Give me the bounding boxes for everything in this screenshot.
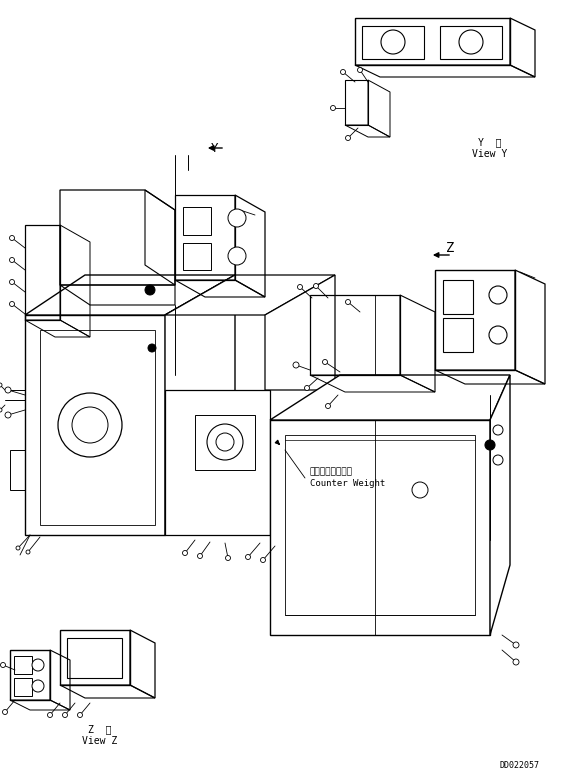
Text: Z  視
View Z: Z 視 View Z: [82, 724, 117, 746]
Circle shape: [216, 433, 234, 451]
Circle shape: [32, 680, 44, 692]
Polygon shape: [165, 275, 235, 535]
Circle shape: [513, 659, 519, 665]
Circle shape: [0, 408, 2, 412]
Polygon shape: [165, 275, 335, 315]
Circle shape: [412, 482, 428, 498]
Circle shape: [0, 383, 2, 387]
Polygon shape: [165, 390, 270, 535]
Circle shape: [2, 709, 8, 715]
Text: Counter Weight: Counter Weight: [310, 479, 385, 489]
Circle shape: [5, 412, 11, 418]
Circle shape: [225, 556, 231, 560]
Bar: [183, 207, 211, 235]
Circle shape: [459, 30, 483, 54]
Circle shape: [148, 344, 156, 352]
Circle shape: [62, 713, 68, 717]
Circle shape: [9, 235, 15, 241]
Circle shape: [58, 393, 122, 457]
Circle shape: [346, 135, 350, 141]
Polygon shape: [490, 375, 510, 635]
Bar: [440, 26, 502, 59]
Bar: [14, 656, 32, 674]
Circle shape: [314, 284, 318, 288]
Circle shape: [322, 360, 328, 364]
Circle shape: [26, 550, 30, 554]
Circle shape: [72, 407, 108, 443]
Circle shape: [182, 550, 187, 556]
Circle shape: [16, 546, 20, 550]
Circle shape: [331, 106, 335, 110]
Bar: [14, 678, 32, 696]
Bar: [285, 435, 475, 615]
Circle shape: [78, 713, 82, 717]
Circle shape: [489, 326, 507, 344]
Bar: [67, 638, 122, 678]
Circle shape: [493, 425, 503, 435]
Circle shape: [493, 455, 503, 465]
Circle shape: [357, 68, 363, 72]
Circle shape: [297, 284, 303, 290]
Text: カウンタウェイト: カウンタウェイト: [310, 468, 353, 476]
Text: Y  視
View Y: Y 視 View Y: [472, 138, 507, 159]
Polygon shape: [25, 315, 165, 535]
Text: DD022057: DD022057: [500, 761, 540, 769]
Circle shape: [207, 424, 243, 460]
Polygon shape: [270, 420, 490, 635]
Circle shape: [197, 553, 203, 559]
Circle shape: [228, 247, 246, 265]
Circle shape: [145, 285, 155, 295]
Circle shape: [1, 663, 5, 667]
Circle shape: [9, 257, 15, 263]
Circle shape: [245, 555, 251, 559]
Circle shape: [325, 403, 331, 409]
Circle shape: [513, 642, 519, 648]
Circle shape: [9, 280, 15, 284]
Circle shape: [485, 440, 495, 450]
Circle shape: [304, 385, 310, 391]
Circle shape: [9, 301, 15, 306]
Text: Y: Y: [211, 141, 219, 155]
Circle shape: [489, 286, 507, 304]
Circle shape: [32, 659, 44, 671]
Circle shape: [47, 713, 53, 717]
Circle shape: [260, 558, 266, 563]
Text: Z: Z: [446, 241, 454, 255]
Circle shape: [346, 299, 350, 305]
Bar: [362, 26, 424, 59]
Circle shape: [5, 387, 11, 393]
Circle shape: [228, 209, 246, 227]
Bar: [443, 280, 473, 314]
Polygon shape: [270, 375, 510, 420]
Polygon shape: [25, 275, 235, 315]
Bar: [443, 318, 473, 352]
Circle shape: [293, 362, 299, 368]
Circle shape: [381, 30, 405, 54]
Bar: [183, 243, 211, 270]
Circle shape: [340, 69, 346, 75]
Polygon shape: [265, 275, 335, 390]
